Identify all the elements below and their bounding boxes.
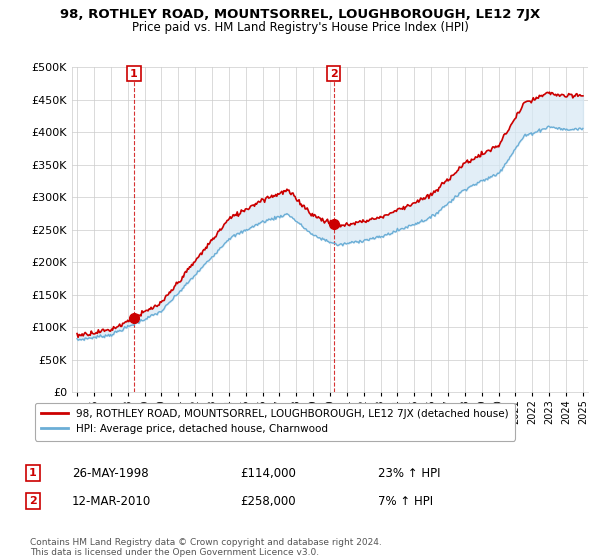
Text: 12-MAR-2010: 12-MAR-2010 <box>72 494 151 508</box>
Legend: 98, ROTHLEY ROAD, MOUNTSORREL, LOUGHBOROUGH, LE12 7JX (detached house), HPI: Ave: 98, ROTHLEY ROAD, MOUNTSORREL, LOUGHBORO… <box>35 403 515 441</box>
Text: £114,000: £114,000 <box>240 466 296 480</box>
Text: 98, ROTHLEY ROAD, MOUNTSORREL, LOUGHBOROUGH, LE12 7JX: 98, ROTHLEY ROAD, MOUNTSORREL, LOUGHBORO… <box>60 8 540 21</box>
Text: 7% ↑ HPI: 7% ↑ HPI <box>378 494 433 508</box>
Text: 1: 1 <box>29 468 37 478</box>
Text: Contains HM Land Registry data © Crown copyright and database right 2024.
This d: Contains HM Land Registry data © Crown c… <box>30 538 382 557</box>
Text: 1: 1 <box>130 69 138 79</box>
Text: Price paid vs. HM Land Registry's House Price Index (HPI): Price paid vs. HM Land Registry's House … <box>131 21 469 34</box>
Text: 2: 2 <box>329 69 337 79</box>
Text: £258,000: £258,000 <box>240 494 296 508</box>
Text: 26-MAY-1998: 26-MAY-1998 <box>72 466 149 480</box>
Text: 2: 2 <box>29 496 37 506</box>
Text: 23% ↑ HPI: 23% ↑ HPI <box>378 466 440 480</box>
